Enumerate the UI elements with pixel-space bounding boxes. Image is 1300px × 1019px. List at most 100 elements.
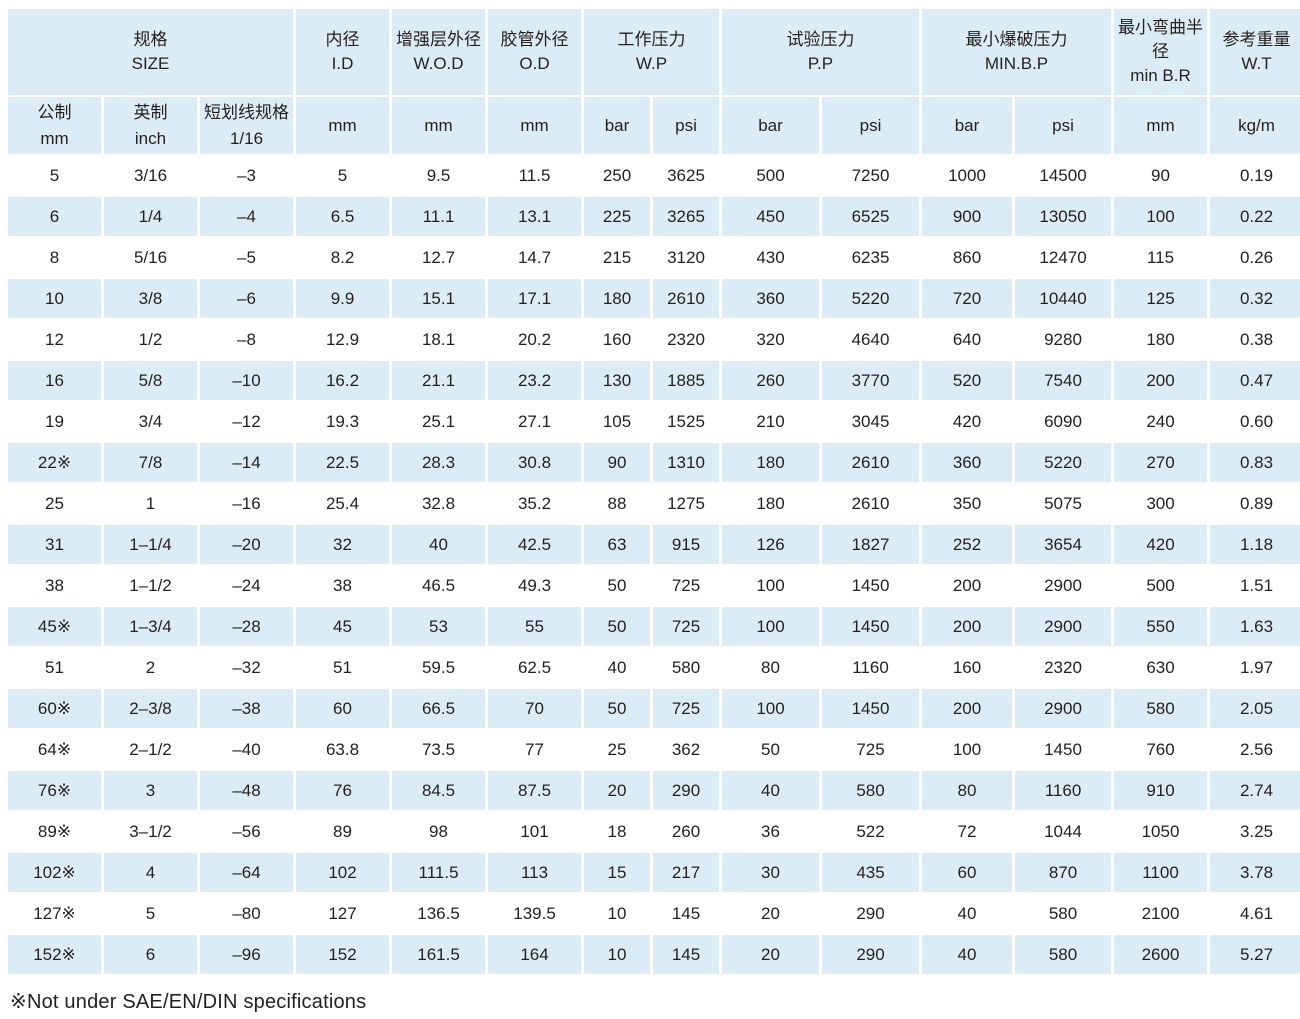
cell-pp-bar: 100: [722, 607, 820, 646]
cell-wp-bar: 40: [584, 648, 651, 687]
table-row: 22※ 7/8 –14 22.5 28.3 30.8 90 1310 180 2610 360 522…: [8, 443, 1300, 482]
cell-id-mm: 8.2: [296, 238, 390, 277]
cell-pp-bar: 180: [722, 443, 820, 482]
cell-bp-psi: 13050: [1015, 197, 1112, 236]
cell-wp-psi: 3625: [653, 156, 720, 195]
cell-metric-mm: 127※: [8, 894, 101, 933]
table-row: 89※ 3–1/2 –56 89 98 101 18 260 36 522 72 1044 1050 3.…: [8, 812, 1300, 851]
cell-wt-kgm: 5.27: [1210, 935, 1300, 974]
cell-br-mm: 910: [1114, 771, 1208, 810]
cell-br-mm: 125: [1114, 279, 1208, 318]
br-header-cn: 最小弯曲半径: [1118, 18, 1204, 62]
cell-wp-bar: 25: [584, 730, 651, 769]
cell-bp-bar: 160: [922, 648, 1013, 687]
cell-wp-bar: 160: [584, 320, 651, 359]
cell-wt-kgm: 1.18: [1210, 525, 1300, 564]
table-row: 31 1–1/4 –20 32 40 42.5 63 915 126 1827 252 3654 420…: [8, 525, 1300, 564]
cell-id-mm: 127: [296, 894, 390, 933]
od-header-cn: 胶管外径: [500, 30, 569, 50]
cell-bp-psi: 2320: [1015, 648, 1112, 687]
cell-od-mm: 139.5: [488, 894, 582, 933]
table-row: 6 1/4 –4 6.5 11.1 13.1 225 3265 450 6525 900 13050 1…: [8, 197, 1300, 236]
cell-od-mm: 87.5: [488, 771, 582, 810]
cell-id-mm: 152: [296, 935, 390, 974]
cell-pp-psi: 1450: [822, 689, 920, 728]
table-row: 102※ 4 –64 102 111.5 113 15 217 30 435 60 870 1100 3.…: [8, 853, 1300, 892]
cell-bp-bar: 350: [922, 484, 1013, 523]
cell-wod-mm: 136.5: [392, 894, 486, 933]
cell-pp-psi: 2610: [822, 443, 920, 482]
cell-bp-psi: 14500: [1015, 156, 1112, 195]
cell-pp-bar: 100: [722, 689, 820, 728]
cell-wod-mm: 28.3: [392, 443, 486, 482]
cell-pp-bar: 450: [722, 197, 820, 236]
cell-dash-size: –3: [200, 156, 294, 195]
cell-wp-bar: 215: [584, 238, 651, 277]
cell-inch: 3/16: [104, 156, 197, 195]
table-row: 51 2 –32 51 59.5 62.5 40 580 80 1160 160 2320 630 1.9…: [8, 648, 1300, 687]
cell-inch: 1–1/2: [104, 566, 197, 605]
cell-id-mm: 12.9: [296, 320, 390, 359]
cell-id-mm: 9.9: [296, 279, 390, 318]
cell-br-mm: 2600: [1114, 935, 1208, 974]
cell-metric-mm: 64※: [8, 730, 101, 769]
cell-bp-psi: 5220: [1015, 443, 1112, 482]
cell-od-mm: 101: [488, 812, 582, 851]
cell-dash-size: –8: [200, 320, 294, 359]
cell-wp-psi: 725: [653, 566, 720, 605]
table-row: 10 3/8 –6 9.9 15.1 17.1 180 2610 360 5220 720 10440…: [8, 279, 1300, 318]
cell-bp-bar: 860: [922, 238, 1013, 277]
bp-header-cn: 最小爆破压力: [965, 30, 1068, 50]
cell-wp-psi: 1525: [653, 402, 720, 441]
cell-od-mm: 20.2: [488, 320, 582, 359]
cell-metric-mm: 12: [8, 320, 101, 359]
cell-wp-psi: 580: [653, 648, 720, 687]
cell-bp-psi: 2900: [1015, 566, 1112, 605]
cell-pp-psi: 522: [822, 812, 920, 851]
cell-wp-bar: 88: [584, 484, 651, 523]
cell-wod-mm: 15.1: [392, 279, 486, 318]
cell-dash-size: –10: [200, 361, 294, 400]
cell-pp-bar: 260: [722, 361, 820, 400]
cell-id-mm: 102: [296, 853, 390, 892]
cell-od-mm: 70: [488, 689, 582, 728]
cell-dash-size: –38: [200, 689, 294, 728]
cell-dash-size: –24: [200, 566, 294, 605]
cell-pp-bar: 36: [722, 812, 820, 851]
cell-bp-psi: 580: [1015, 935, 1112, 974]
cell-dash-size: –56: [200, 812, 294, 851]
cell-pp-bar: 126: [722, 525, 820, 564]
cell-wt-kgm: 2.74: [1210, 771, 1300, 810]
cell-metric-mm: 51: [8, 648, 101, 687]
size-header-cn: 规格: [133, 30, 168, 50]
bp-psi-unit: psi: [1015, 97, 1112, 154]
cell-pp-psi: 1450: [822, 566, 920, 605]
cell-id-mm: 60: [296, 689, 390, 728]
cell-wp-psi: 3120: [653, 238, 720, 277]
wp-bar-unit: bar: [584, 97, 651, 154]
cell-inch: 3–1/2: [104, 812, 197, 851]
metric-unit-header: 公制 mm: [8, 97, 101, 154]
pp-bar-unit: bar: [722, 97, 820, 154]
cell-id-mm: 5: [296, 156, 390, 195]
cell-br-mm: 420: [1114, 525, 1208, 564]
pp-header-cn: 试验压力: [786, 30, 855, 50]
header-row-titles: 规格 SIZE 内径 I.D 增强层外径 W.O.D 胶管外径 O.D 工作压力 W.P …: [8, 9, 1300, 95]
cell-wp-psi: 1275: [653, 484, 720, 523]
cell-od-mm: 17.1: [488, 279, 582, 318]
cell-od-mm: 14.7: [488, 238, 582, 277]
cell-wp-bar: 50: [584, 607, 651, 646]
cell-br-mm: 500: [1114, 566, 1208, 605]
wp-header-cn: 工作压力: [617, 30, 686, 50]
cell-wt-kgm: 0.22: [1210, 197, 1300, 236]
cell-pp-psi: 290: [822, 935, 920, 974]
table-row: 38 1–1/2 –24 38 46.5 49.3 50 725 100 1450 200 2900 5…: [8, 566, 1300, 605]
cell-dash-size: –80: [200, 894, 294, 933]
cell-wt-kgm: 0.60: [1210, 402, 1300, 441]
cell-br-mm: 580: [1114, 689, 1208, 728]
cell-wp-bar: 10: [584, 935, 651, 974]
cell-pp-bar: 30: [722, 853, 820, 892]
table-row: 152※ 6 –96 152 161.5 164 10 145 20 290 40 580 2600 5.…: [8, 935, 1300, 974]
cell-id-mm: 6.5: [296, 197, 390, 236]
cell-bp-psi: 1450: [1015, 730, 1112, 769]
